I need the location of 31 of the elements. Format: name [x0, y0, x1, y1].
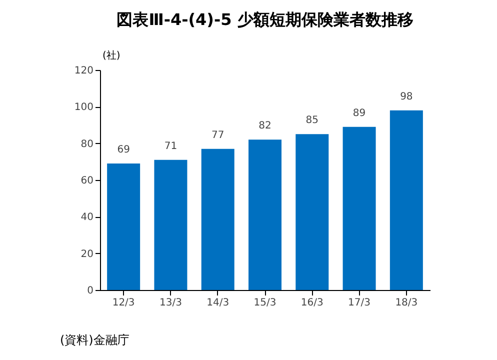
bar	[390, 110, 423, 290]
x-tick-label: 13/3	[159, 298, 182, 308]
y-tick-label: 60	[80, 176, 94, 186]
chart-title: 図表Ⅲ-4-(4)-5 少額短期保険業者数推移	[116, 10, 414, 29]
y-tick-label: 20	[80, 248, 94, 260]
x-tick-label: 14/3	[206, 298, 230, 308]
bar	[107, 164, 140, 290]
y-axis-title: (社)	[102, 50, 120, 62]
y-tick-label: 80	[80, 138, 94, 150]
x-tick-label: 12/3	[112, 298, 135, 308]
data-label: 85	[306, 115, 319, 126]
data-label: 69	[117, 144, 130, 156]
text: (資料)金融庁	[60, 333, 130, 347]
data-label: 89	[352, 108, 366, 119]
bar	[201, 148, 234, 290]
y-tick-label: 40	[80, 212, 94, 224]
data-label: 77	[211, 130, 224, 141]
y-tick-label: 0	[87, 286, 94, 296]
x-tick-label: 17/3	[348, 298, 371, 308]
bar	[342, 126, 376, 290]
data-label: 82	[258, 120, 272, 132]
data-label: 98	[400, 91, 413, 102]
y-tick-label: 120	[74, 66, 94, 76]
x-tick-label: 18/3	[395, 298, 418, 308]
x-tick-label: 15/3	[254, 298, 276, 308]
bar	[296, 134, 329, 290]
y-tick-label: 100	[74, 102, 94, 114]
bar	[154, 160, 188, 290]
bar	[248, 140, 282, 290]
data-label: 71	[164, 140, 178, 152]
x-tick-label: 16/3	[300, 298, 324, 308]
